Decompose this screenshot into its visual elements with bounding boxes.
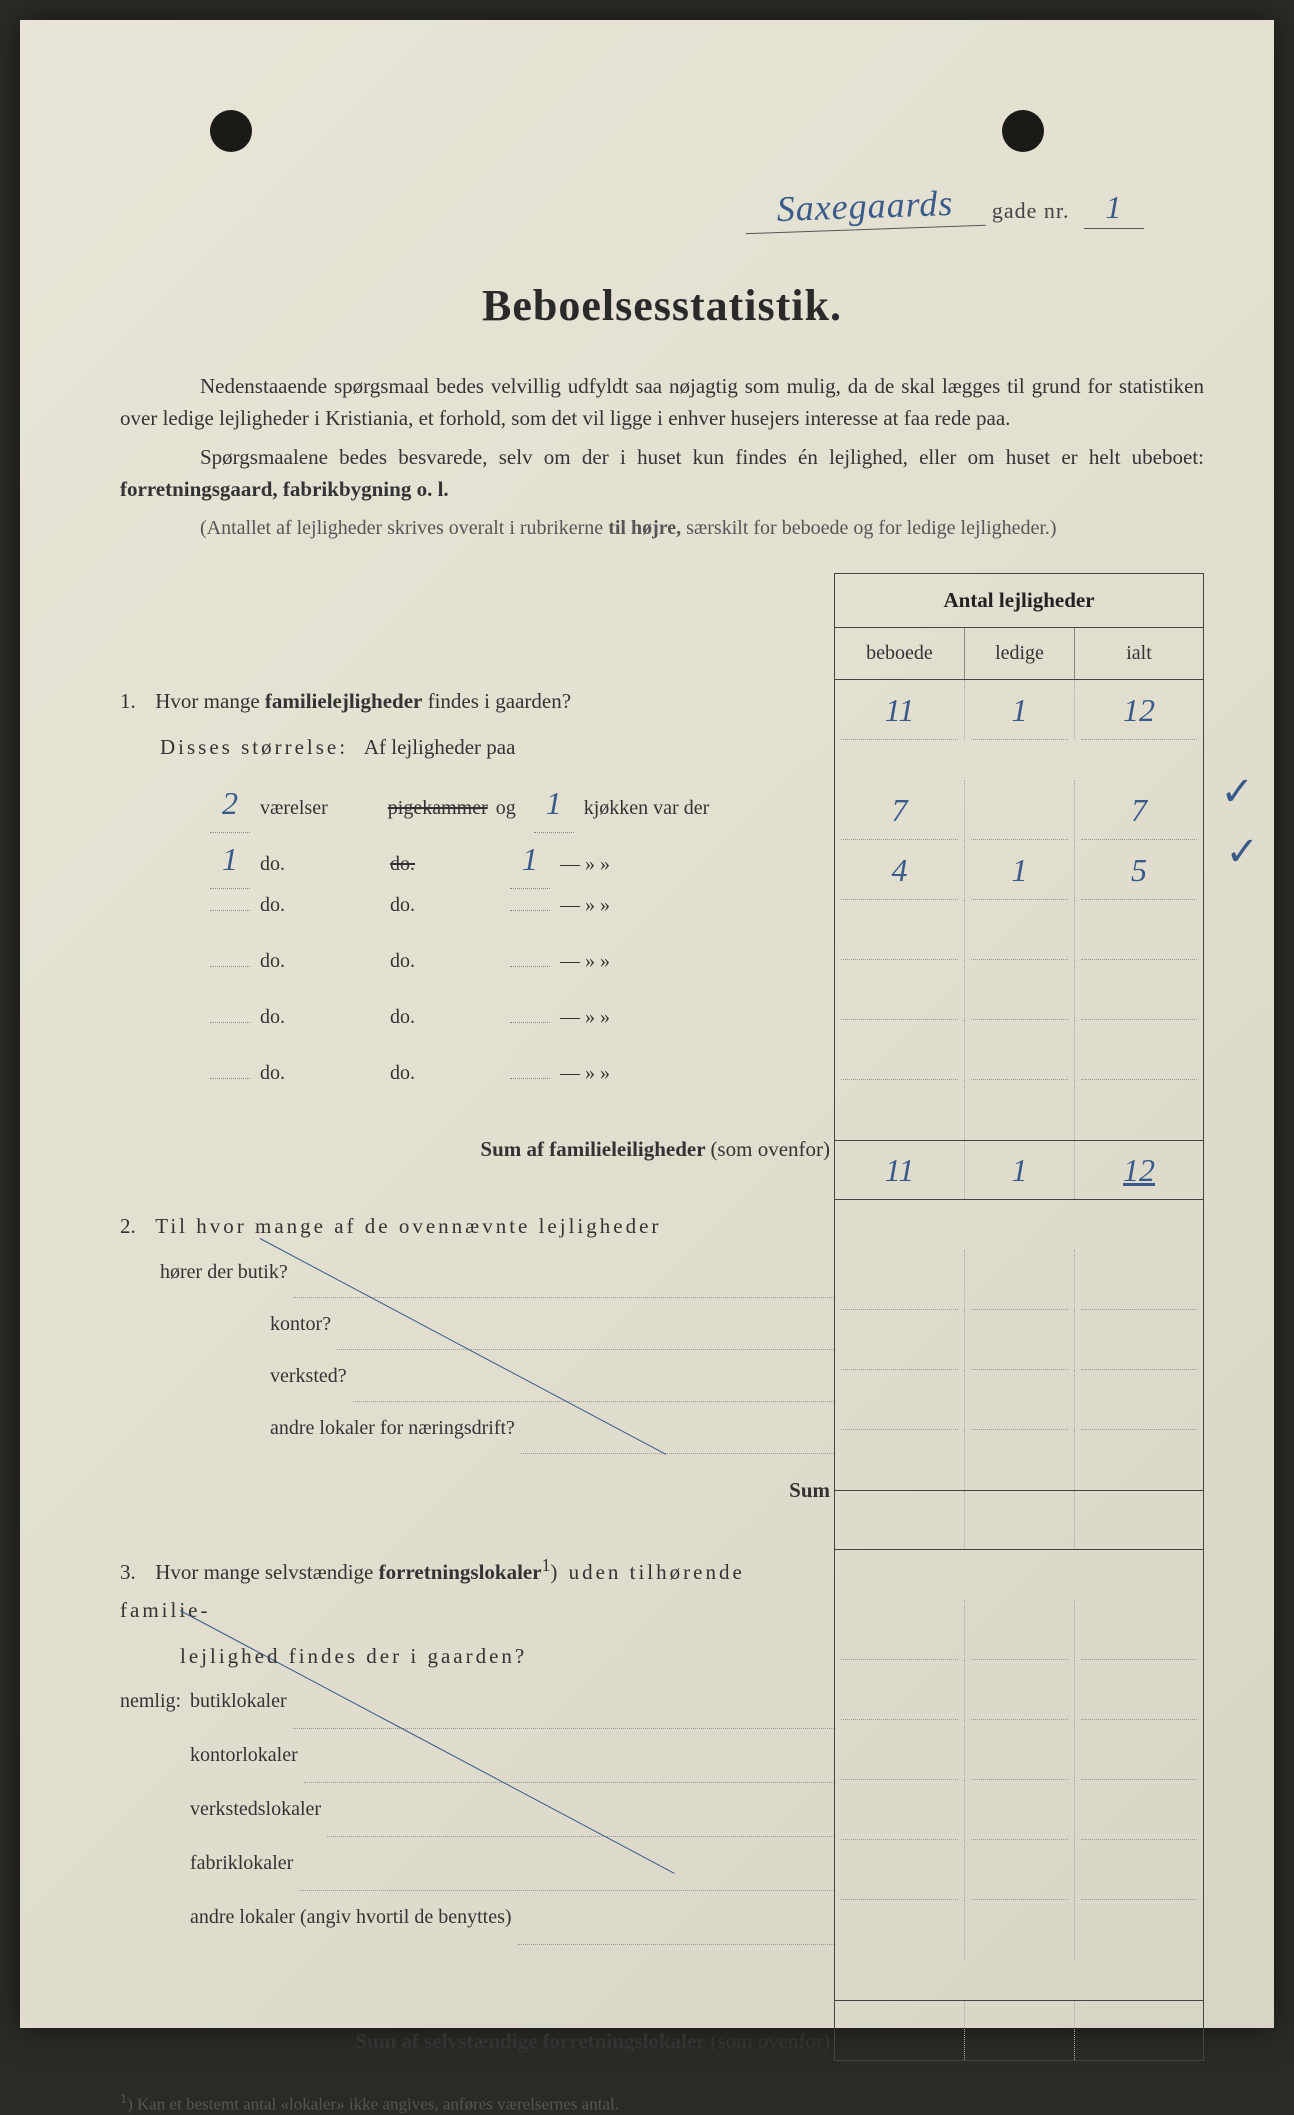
table-row (835, 1840, 1203, 1900)
table-header-cols: beboede ledige ialt (835, 628, 1203, 680)
q3-sub-row: kontorlokaler (190, 1737, 840, 1791)
document-page: Saxegaards gade nr. 1 Beboelsesstatistik… (20, 20, 1274, 2028)
room-spec-row: 1 do. do. 1 — » » (200, 831, 840, 887)
footnote: 1) Kan et bestemt antal «lokaler» ikke a… (120, 2091, 1204, 2115)
street-nr-value: 1 (1084, 189, 1144, 229)
header-street: Saxegaards gade nr. 1 (745, 185, 1144, 230)
q3-sum-label: Sum af selvstændige forretningslokaler (… (120, 2023, 840, 2061)
col-ialt: ialt (1075, 628, 1203, 679)
q2-sub-row: andre lokaler for næringsdrift? (270, 1410, 840, 1462)
table-row (835, 1250, 1203, 1310)
table-sum-row: 11 1 12 (835, 1140, 1203, 1200)
table-row (835, 1900, 1203, 1960)
table-header-main: Antal lejligheder (835, 574, 1203, 628)
punch-hole-right (1002, 110, 1044, 152)
q2-sub-row: kontor? (270, 1306, 840, 1358)
intro-paragraph-2: Spørgsmaalene bedes besvarede, selv om d… (120, 442, 1204, 505)
table-sum-row (835, 1490, 1203, 1550)
intro-paragraph-3: (Antallet af lejligheder skrives overalt… (120, 513, 1204, 543)
question-3: 3. Hvor mange selvstændige forretningslo… (120, 1550, 840, 1630)
table-row (835, 1430, 1203, 1490)
room-spec-row: do. do. — » » (200, 943, 840, 999)
q2-sub-row: hører der butik? (160, 1254, 840, 1306)
room-spec-row: do. do. — » » (200, 999, 840, 1055)
question-1: 1. Hvor mange familielejligheder findes … (120, 683, 840, 721)
col-ledige: ledige (965, 628, 1075, 679)
table-row (835, 960, 1203, 1020)
question-2: 2. Til hvor mange af de ovennævnte lejli… (120, 1208, 840, 1246)
table-row: 4 1 5 (835, 840, 1203, 900)
table-row (835, 900, 1203, 960)
q3-sub-row: verkstedslokaler (190, 1791, 840, 1845)
table-row (835, 1720, 1203, 1780)
table-sum-row (835, 2000, 1203, 2060)
q3-sub-row: nemlig: butiklokaler (120, 1683, 840, 1737)
table-row (835, 1660, 1203, 1720)
q1-sum-label: Sum af familieleiligheder (som ovenfor) (120, 1131, 840, 1169)
punch-hole-left (210, 110, 252, 152)
q2-sum-label: Sum (120, 1472, 840, 1510)
content-area: Antal lejligheder beboede ledige ialt 11… (120, 573, 1204, 2061)
room-spec-row: do. do. — » » (200, 1055, 840, 1111)
questions-section: 1. Hvor mange familielejligheder findes … (120, 573, 840, 2061)
street-name-value: Saxegaards (745, 181, 986, 234)
room-spec-row: 2 værelser pigekammer og 1 kjøkken var d… (200, 775, 840, 831)
q2-sub-row: verksted? (270, 1358, 840, 1410)
gade-nr-label: gade nr. (992, 198, 1070, 223)
page-title: Beboelsesstatistik. (120, 280, 1204, 331)
table-row (835, 1780, 1203, 1840)
q3-line2: lejlighed findes der i gaarden? (180, 1638, 840, 1676)
q3-sub-row: fabriklokaler (190, 1845, 840, 1899)
table-row (835, 1080, 1203, 1140)
table-row (835, 1020, 1203, 1080)
table-row (835, 1370, 1203, 1430)
table-row (835, 1310, 1203, 1370)
col-beboede: beboede (835, 628, 965, 679)
apartments-table: Antal lejligheder beboede ledige ialt 11… (834, 573, 1204, 2061)
table-row (835, 1600, 1203, 1660)
q3-sub-row: andre lokaler (angiv hvortil de benyttes… (190, 1899, 840, 1953)
table-row: 11 1 12 (835, 680, 1203, 740)
room-spec-row: do. do. — » » (200, 887, 840, 943)
table-row: 7 7 (835, 780, 1203, 840)
q1-subtitle: Disses størrelse: Af lejligheder paa (160, 729, 840, 767)
checkmark-icon: ✓ (1220, 768, 1254, 815)
intro-paragraph-1: Nedenstaaende spørgsmaal bedes velvillig… (120, 371, 1204, 434)
checkmark-icon: ✓ (1225, 828, 1259, 875)
